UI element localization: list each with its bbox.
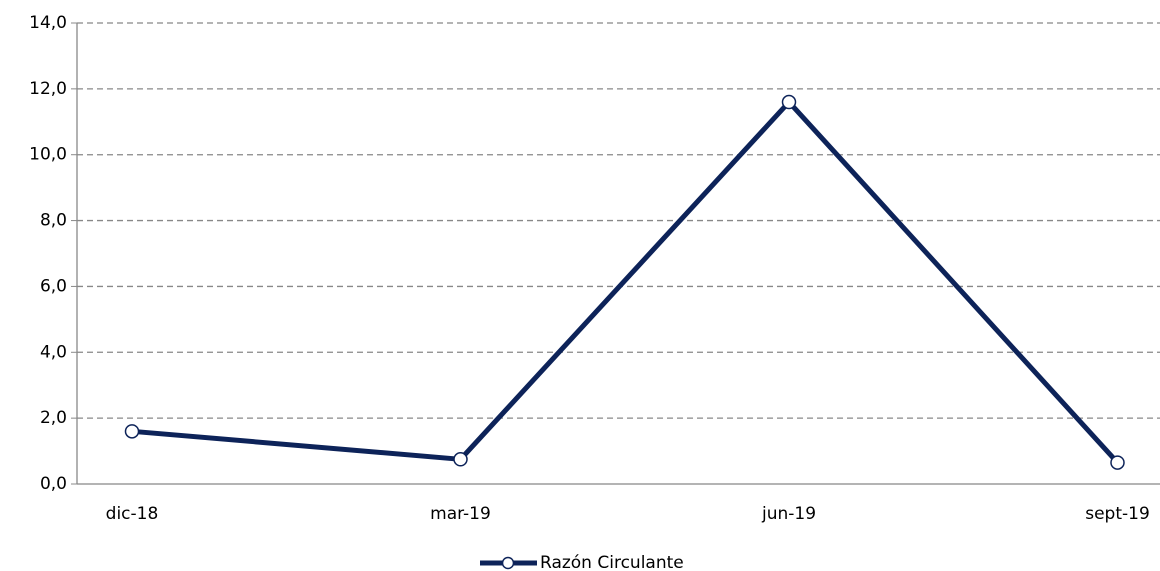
legend-marker (501, 556, 515, 570)
marker (1110, 455, 1125, 470)
y-tick-label: 14,0 (29, 13, 67, 33)
line (131, 99, 1120, 465)
y-tick-label: 0,0 (40, 474, 67, 494)
x-tick-label: mar-19 (430, 504, 491, 524)
y-tick-label: 8,0 (40, 211, 67, 231)
legend-label: Razón Circulante (540, 553, 684, 571)
x-tick-label: jun-19 (761, 504, 816, 524)
y-tick-label: 6,0 (40, 276, 67, 296)
y-tick-label: 12,0 (29, 79, 67, 99)
y-tick-label: 10,0 (29, 145, 67, 165)
y-tick-label: 2,0 (40, 408, 67, 428)
marker (124, 424, 140, 439)
y-tick-label: 4,0 (40, 342, 67, 362)
marker (453, 452, 468, 467)
x-tick-label: dic-18 (106, 504, 159, 524)
marker (781, 94, 797, 110)
x-tick-label: sept-19 (1085, 504, 1150, 524)
